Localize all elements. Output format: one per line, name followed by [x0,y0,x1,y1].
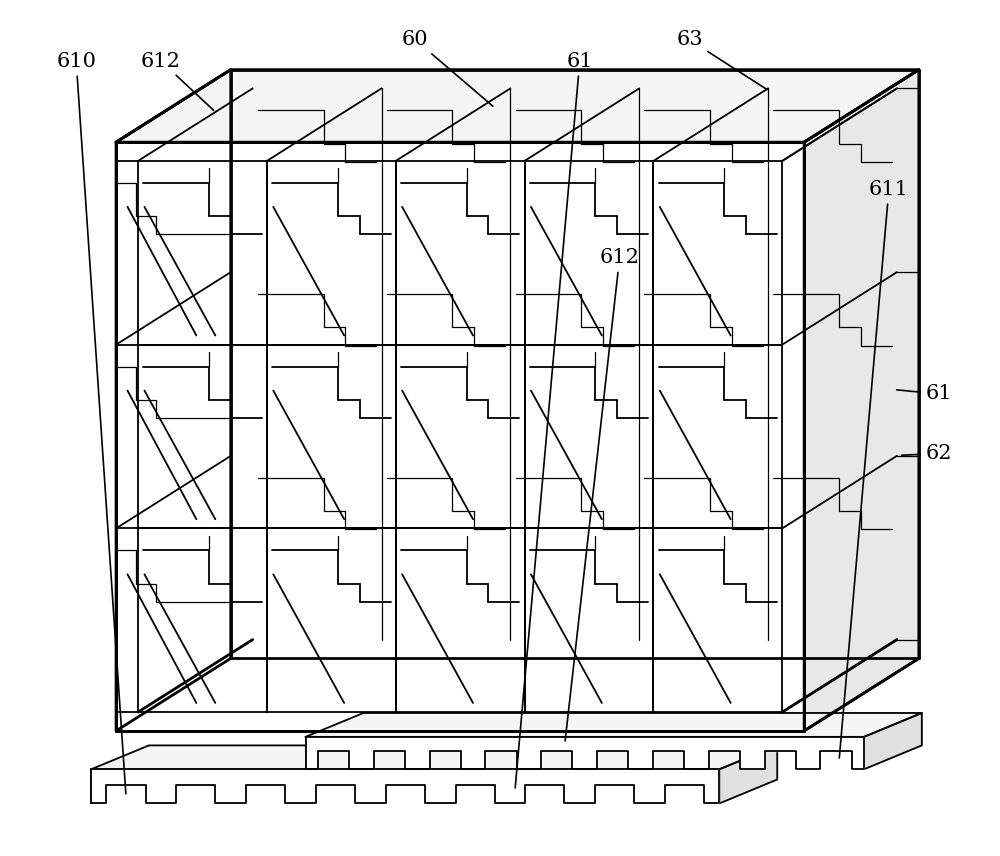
Polygon shape [864,713,922,770]
Text: 61: 61 [897,384,952,403]
Polygon shape [267,528,396,712]
Polygon shape [138,161,267,345]
Polygon shape [116,142,804,731]
Polygon shape [653,345,782,528]
Text: 612: 612 [565,248,640,741]
Polygon shape [525,345,653,528]
Polygon shape [116,69,919,142]
Polygon shape [396,161,525,345]
Polygon shape [719,746,777,804]
Text: 611: 611 [839,180,909,758]
Polygon shape [306,713,922,737]
Polygon shape [138,345,267,528]
Text: 62: 62 [902,444,952,463]
Polygon shape [396,345,525,528]
Polygon shape [525,161,653,345]
Text: 610: 610 [56,51,126,794]
Text: 63: 63 [676,30,767,90]
Polygon shape [91,770,719,804]
Polygon shape [804,69,919,731]
Polygon shape [525,528,653,712]
Text: 61: 61 [515,51,593,788]
Polygon shape [306,737,864,770]
Polygon shape [267,161,396,345]
Polygon shape [653,161,782,345]
Polygon shape [116,69,231,731]
Polygon shape [138,528,267,712]
Text: 612: 612 [141,51,214,110]
Text: 60: 60 [402,30,493,106]
Polygon shape [267,345,396,528]
Polygon shape [653,528,782,712]
Polygon shape [396,528,525,712]
Polygon shape [91,746,777,770]
